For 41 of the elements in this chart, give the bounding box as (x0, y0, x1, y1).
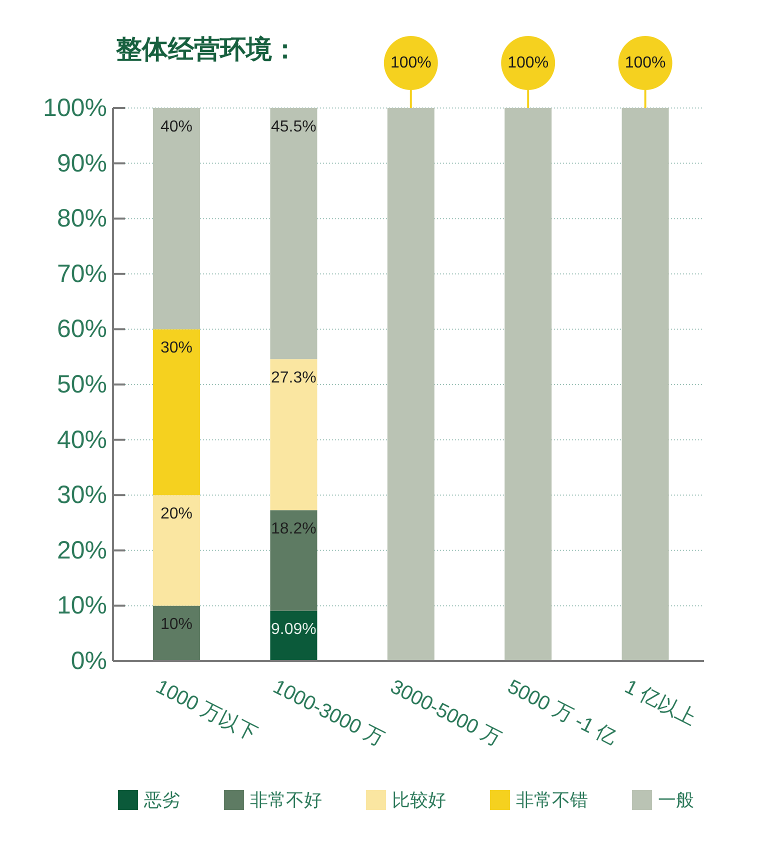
bar (153, 606, 200, 661)
bar (270, 510, 318, 611)
bar (153, 108, 200, 330)
y-tick-label: 40% (56, 426, 107, 454)
y-tick-label: 0% (70, 647, 107, 675)
data-label: 30% (160, 340, 193, 357)
legend-label: 非常不错 (516, 789, 588, 812)
bar (622, 108, 669, 661)
bar (153, 329, 200, 496)
data-label: 100% (624, 54, 666, 72)
data-label: 100% (508, 54, 549, 72)
bar (270, 108, 318, 360)
y-tick-label: 20% (56, 536, 107, 564)
y-tick-label: 50% (56, 370, 107, 398)
data-label: 9.09% (271, 621, 316, 638)
y-tick-label: 60% (56, 315, 107, 344)
data-label: 27.3% (271, 370, 316, 387)
chart-title: 整体经营环境： (116, 33, 298, 66)
data-label: 20% (160, 506, 193, 523)
data-label: 100% (390, 54, 432, 72)
legend-label: 非常不好 (250, 789, 322, 812)
bar (504, 108, 552, 661)
legend-label: 比较好 (392, 789, 446, 812)
legend-label: 一般 (658, 789, 694, 812)
x-tick-label: 5000 万 -1 亿 (504, 676, 620, 750)
y-tick-label: 30% (56, 481, 107, 510)
x-tick-label: 1 亿以上 (621, 676, 700, 730)
bar (153, 495, 200, 606)
data-label: 40% (160, 118, 193, 136)
y-tick-label: 90% (56, 149, 107, 178)
bar (387, 108, 434, 661)
legend-label: 恶劣 (144, 789, 180, 812)
data-label: 10% (160, 616, 193, 634)
y-tick-label: 70% (56, 260, 107, 288)
data-label: 18.2% (271, 520, 316, 538)
y-tick-label: 100% (43, 94, 107, 122)
x-tick-label: 1000 万以下 (152, 676, 260, 746)
data-label: 45.5% (271, 118, 316, 136)
bar (270, 359, 318, 510)
y-tick-label: 80% (56, 204, 107, 233)
y-tick-label: 10% (56, 592, 107, 620)
